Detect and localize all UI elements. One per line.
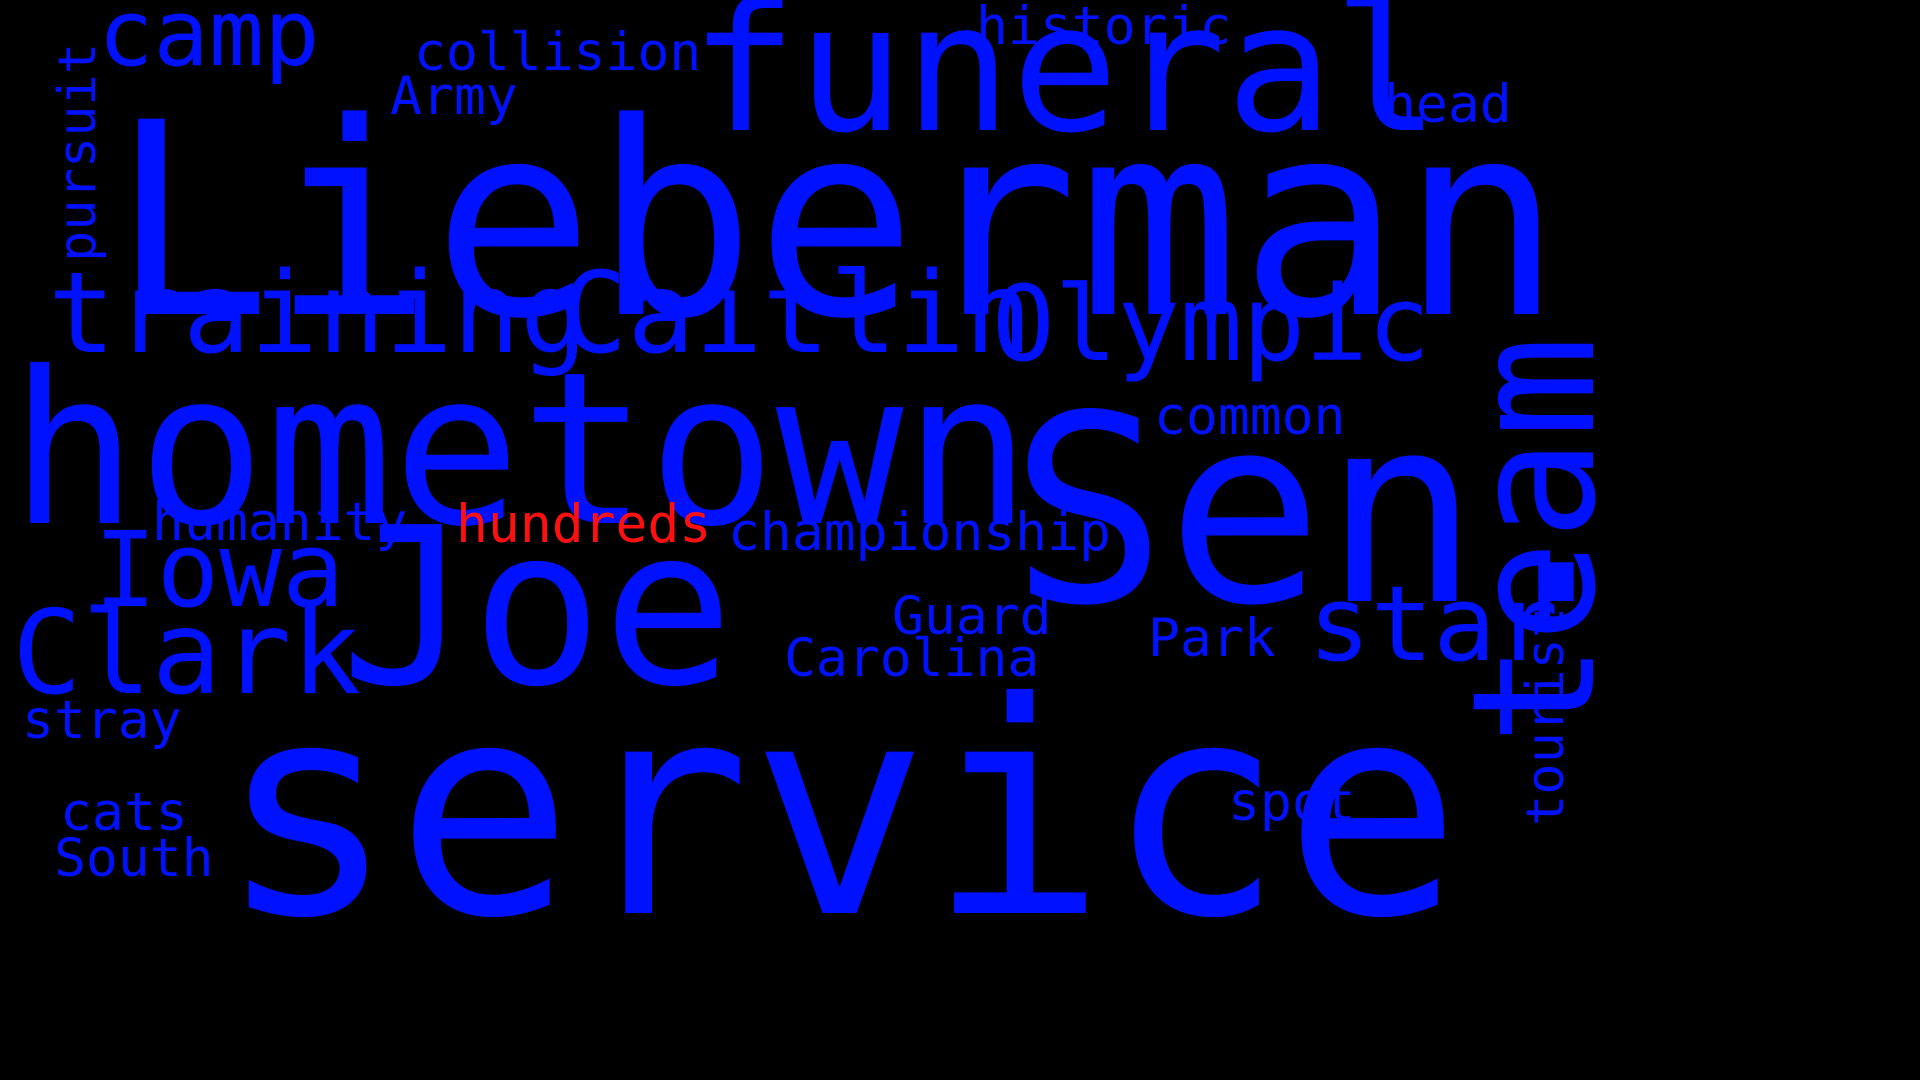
word-spot: spot <box>1228 772 1356 833</box>
word-joe: Joe <box>340 482 734 735</box>
word-historic: historic <box>976 0 1232 57</box>
word-caitlin: Caitlin <box>560 249 1033 379</box>
word-humanity: humanity <box>152 492 408 553</box>
word-service: service <box>218 639 1462 983</box>
word-collision: collision <box>414 22 702 83</box>
word-star: star <box>1308 563 1559 685</box>
word-park: Park <box>1148 608 1276 669</box>
word-common: common <box>1154 386 1346 447</box>
word-lieberman: Lieberman <box>110 66 1563 378</box>
word-training: training <box>48 249 588 379</box>
word-hometown: hometown <box>10 326 1032 573</box>
word-championship: championship <box>728 502 1111 563</box>
word-south: South <box>54 828 214 889</box>
word-funeral: funeral <box>690 0 1441 172</box>
word-guard: Guard <box>892 586 1052 647</box>
word-clark: Clark <box>12 586 362 721</box>
word-carolina: Carolina <box>784 628 1040 689</box>
word-pursuit: pursuit <box>48 42 108 262</box>
word-cats: cats <box>60 782 188 843</box>
word-head: head <box>1384 74 1512 135</box>
word-camp: camp <box>98 0 320 87</box>
word-hundreds: hundreds <box>456 494 712 555</box>
word-stray: stray <box>22 690 182 751</box>
word-olympic: Olympic <box>992 263 1431 385</box>
word-army: Army <box>390 66 518 127</box>
word-iowa: Iowa <box>94 509 345 631</box>
word-sen: Sen. <box>1010 361 1637 663</box>
